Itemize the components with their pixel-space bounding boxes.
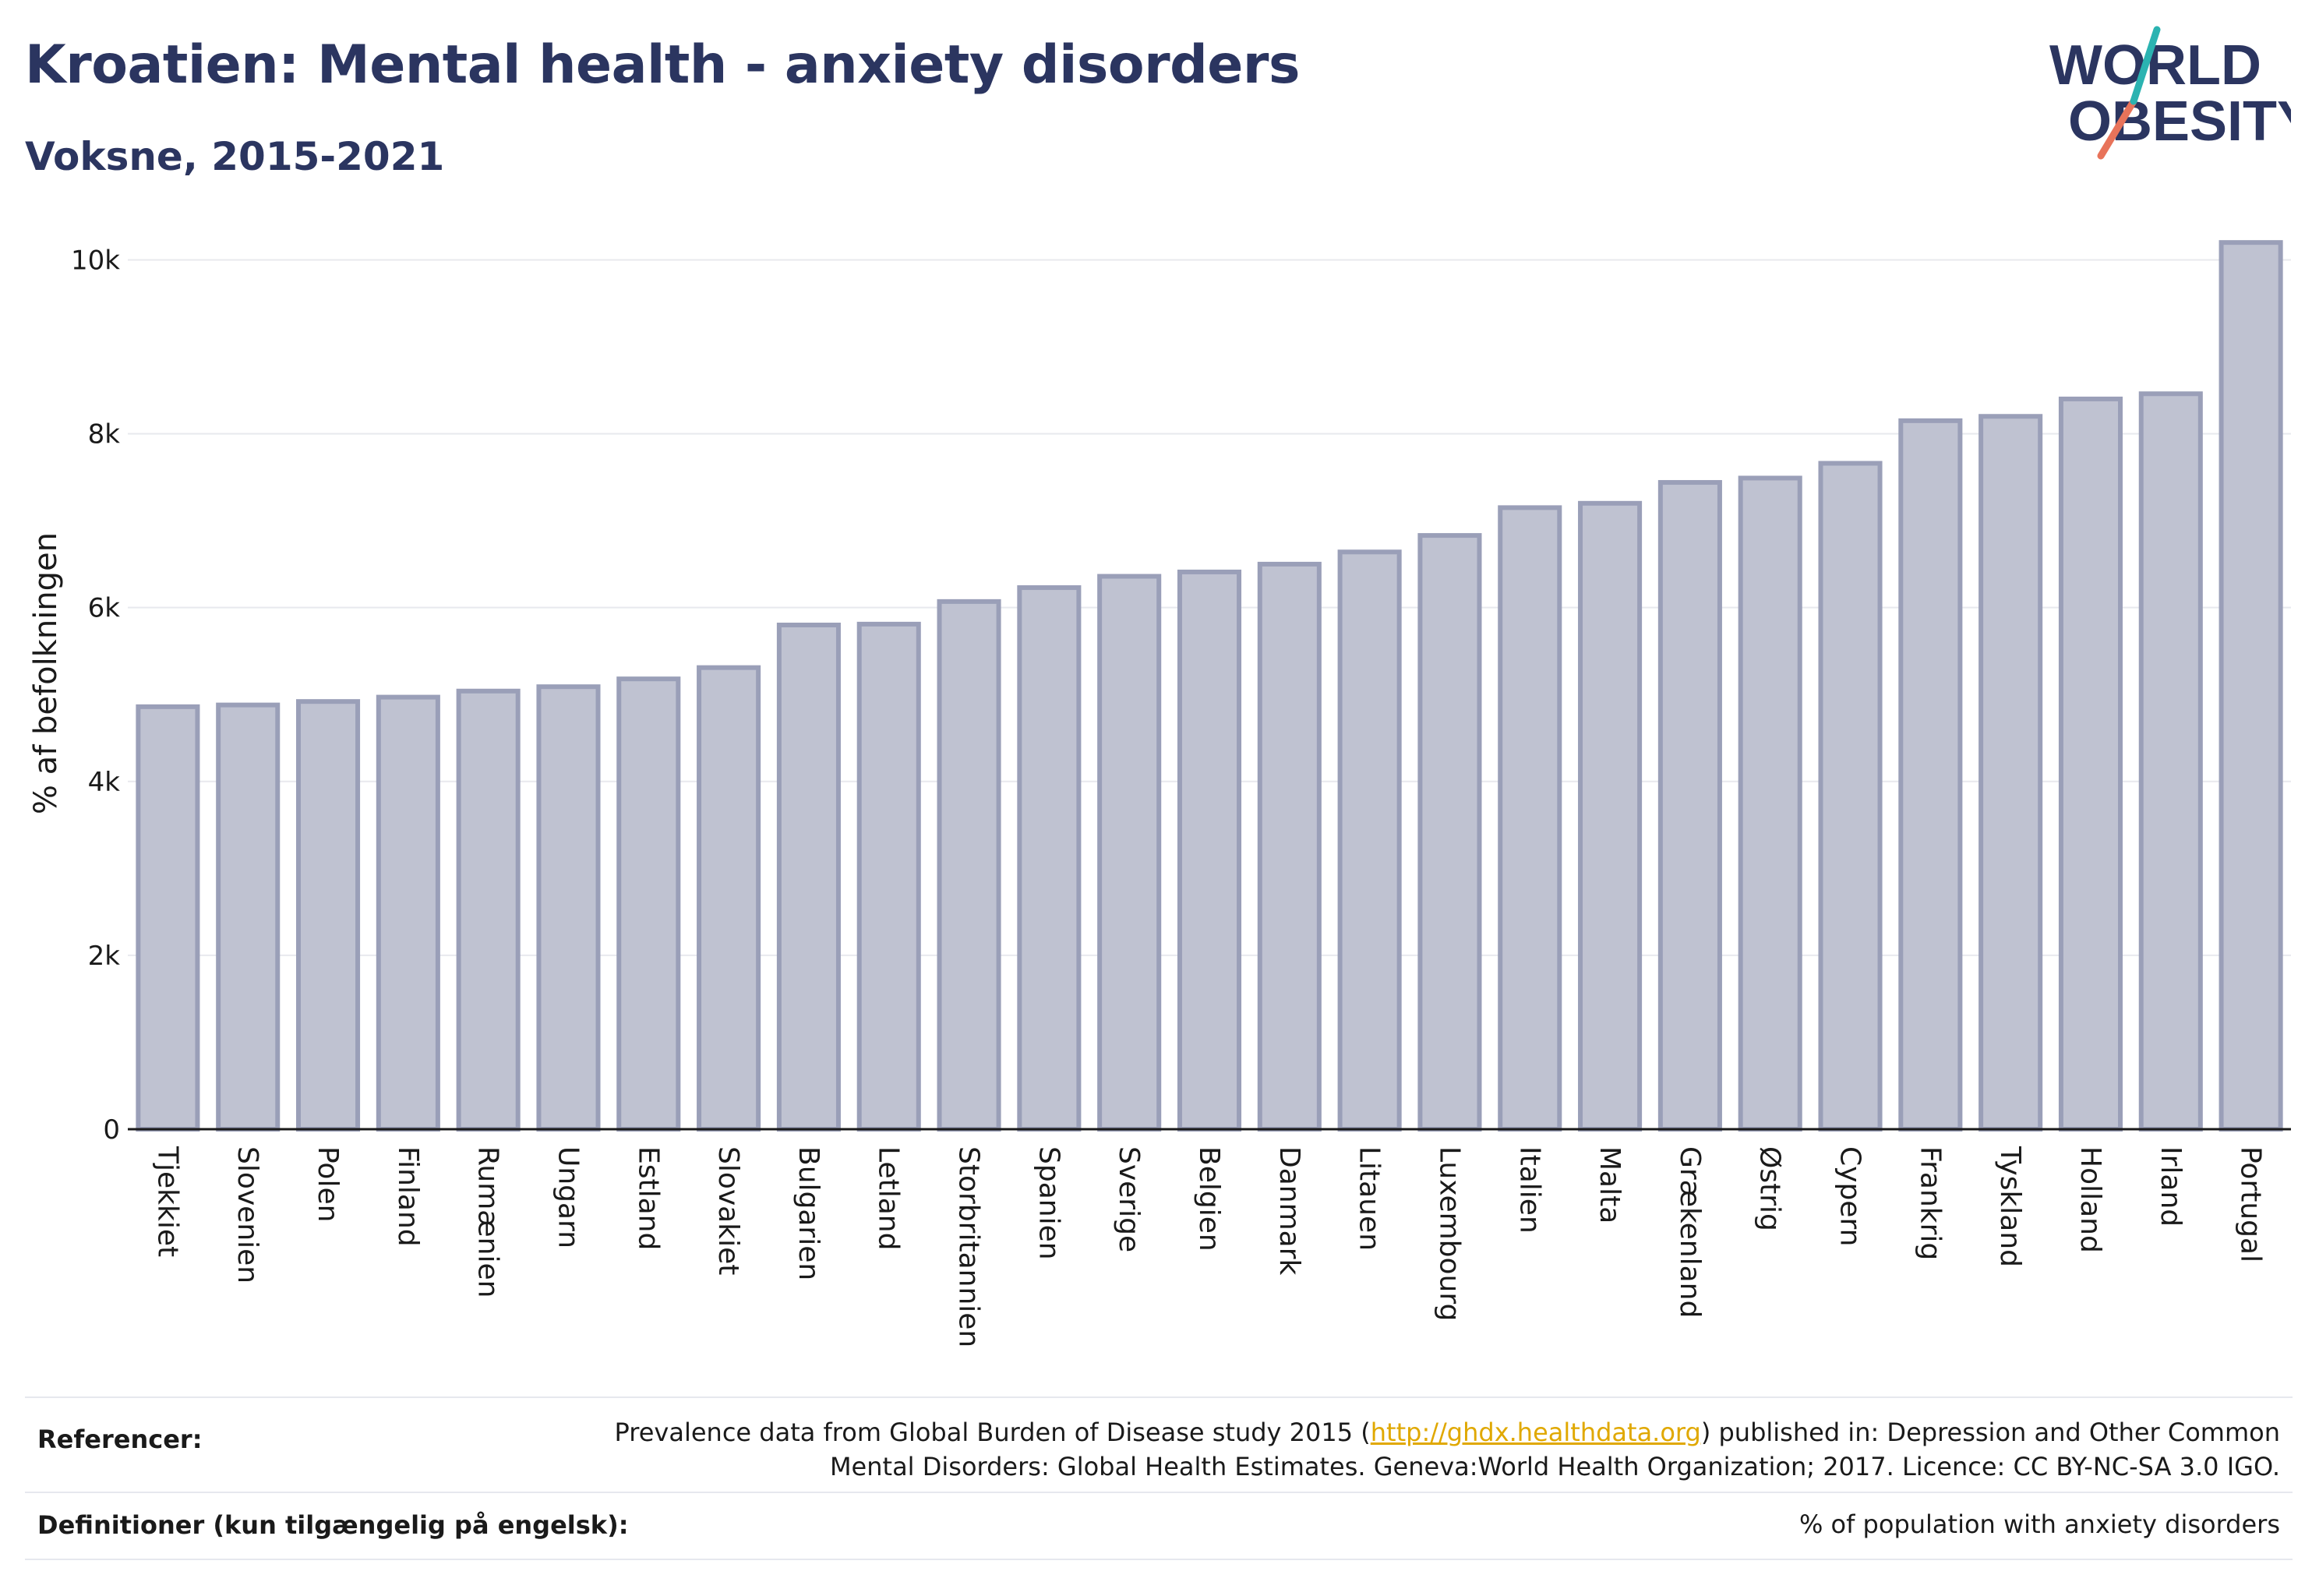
bar-estland bbox=[616, 676, 681, 1132]
bar-litauen bbox=[1337, 549, 1402, 1132]
x-tick-label: Finland bbox=[392, 1146, 424, 1247]
bar-spanien bbox=[1017, 585, 1082, 1132]
x-tick-label: Irland bbox=[2155, 1146, 2187, 1227]
axis-layer: 0 2k 4k 6k 8k 10k Tjekkiet Slovenien Polen Finlan… bbox=[71, 245, 2291, 1347]
bar-danmark bbox=[1257, 561, 1322, 1132]
references-pre: Prevalence data from Global Burden of Di… bbox=[614, 1418, 1371, 1447]
y-tick-label: 4k bbox=[88, 767, 121, 798]
x-tick-label: Italien bbox=[1513, 1146, 1545, 1234]
x-tick-label: Estland bbox=[632, 1146, 664, 1250]
bar-letland bbox=[856, 621, 921, 1132]
y-tick-label: 6k bbox=[88, 593, 121, 624]
x-tick-label: Letland bbox=[873, 1146, 905, 1250]
bar-bulgarien bbox=[776, 622, 841, 1132]
x-tick-label: Spanien bbox=[1032, 1146, 1064, 1260]
bar-irland bbox=[2138, 391, 2203, 1132]
y-tick-label: 8k bbox=[88, 419, 121, 450]
bar-sverige bbox=[1097, 574, 1162, 1132]
bar-holland bbox=[2058, 396, 2123, 1132]
x-tick-label: Holland bbox=[2074, 1146, 2106, 1253]
x-tick-label: Ungarn bbox=[552, 1146, 584, 1248]
bar-østrig bbox=[1738, 475, 1802, 1132]
bar-cypern bbox=[1818, 461, 1883, 1132]
y-tick-label: 10k bbox=[71, 245, 120, 276]
bar-portugal bbox=[2219, 240, 2283, 1132]
footer: Referencer: Prevalence data from Global … bbox=[25, 1396, 2293, 1568]
references-link[interactable]: http://ghdx.healthdata.org bbox=[1370, 1418, 1701, 1447]
bar-belgien bbox=[1177, 569, 1242, 1132]
bar-luxembourg bbox=[1417, 533, 1482, 1132]
chart-title: Kroatien: Mental health - anxiety disord… bbox=[25, 34, 1300, 96]
bar-grækenland bbox=[1657, 480, 1722, 1132]
x-tick-label: Slovenien bbox=[231, 1146, 263, 1284]
bar-tyskland bbox=[1978, 414, 2043, 1132]
x-tick-label: Rumænien bbox=[472, 1146, 504, 1298]
bar-chart: 0 2k 4k 6k 8k 10k Tjekkiet Slovenien Polen Finlan… bbox=[28, 240, 2291, 1347]
bar-slovakiet bbox=[697, 665, 761, 1132]
references-label: Referencer: bbox=[37, 1425, 203, 1454]
bar-malta bbox=[1578, 500, 1643, 1132]
x-tick-label: Malta bbox=[1594, 1146, 1626, 1223]
bar-tjekkiet bbox=[136, 704, 200, 1132]
definitions-label: Definitioner (kun tilgængelig på engelsk… bbox=[37, 1510, 629, 1540]
x-tick-label: Litauen bbox=[1354, 1146, 1385, 1251]
bar-ungarn bbox=[536, 684, 601, 1132]
references-post: ) published in: Depression and Other Com… bbox=[1700, 1418, 2280, 1447]
bar-italien bbox=[1498, 505, 1562, 1132]
y-tick-label: 0 bbox=[103, 1114, 120, 1146]
x-tick-label: Sverige bbox=[1113, 1146, 1145, 1252]
x-tick-label: Slovakiet bbox=[712, 1146, 744, 1275]
x-tick-label: Tjekkiet bbox=[151, 1146, 183, 1257]
bar-polen bbox=[295, 699, 361, 1132]
definitions-row: Definitioner (kun tilgængelig på engelsk… bbox=[25, 1492, 2293, 1560]
logo-slash-teal bbox=[2130, 26, 2161, 105]
bar-rumænien bbox=[456, 688, 521, 1132]
x-tick-label: Frankrig bbox=[1914, 1146, 1946, 1260]
x-tick-label: Østrig bbox=[1754, 1146, 1786, 1231]
x-tick-label: Polen bbox=[312, 1146, 344, 1222]
x-tick-label: Cypern bbox=[1834, 1146, 1866, 1246]
x-tick-label: Bulgarien bbox=[792, 1146, 824, 1280]
chart-subtitle: Voksne, 2015-2021 bbox=[25, 134, 445, 179]
bar-storbritannien bbox=[937, 598, 1001, 1132]
bar-frankrig bbox=[1898, 418, 1963, 1132]
x-tick-label: Storbritannien bbox=[953, 1146, 985, 1347]
bar-finland bbox=[376, 694, 440, 1132]
x-tick-label: Danmark bbox=[1273, 1146, 1305, 1276]
x-tick-label: Belgien bbox=[1193, 1146, 1225, 1252]
bar-layer bbox=[136, 240, 2283, 1132]
x-tick-label: Luxembourg bbox=[1433, 1146, 1465, 1321]
references-text: Prevalence data from Global Burden of Di… bbox=[615, 1415, 2280, 1484]
references-row: Referencer: Prevalence data from Global … bbox=[25, 1396, 2293, 1493]
logo-slash-coral bbox=[2097, 97, 2137, 160]
bar-slovenien bbox=[216, 702, 281, 1132]
y-tick-label: 2k bbox=[88, 941, 121, 972]
references-line2: Mental Disorders: Global Health Estimate… bbox=[829, 1452, 2280, 1481]
definitions-value: % of population with anxiety disorders bbox=[1798, 1509, 2280, 1539]
y-axis-label: % af befolkningen bbox=[28, 532, 64, 814]
x-tick-label: Tyskland bbox=[1994, 1146, 2026, 1267]
x-tick-label: Portugal bbox=[2235, 1146, 2267, 1262]
x-tick-label: Grækenland bbox=[1674, 1146, 1706, 1318]
world-obesity-logo: WORLD OBESITY bbox=[2049, 26, 2291, 160]
